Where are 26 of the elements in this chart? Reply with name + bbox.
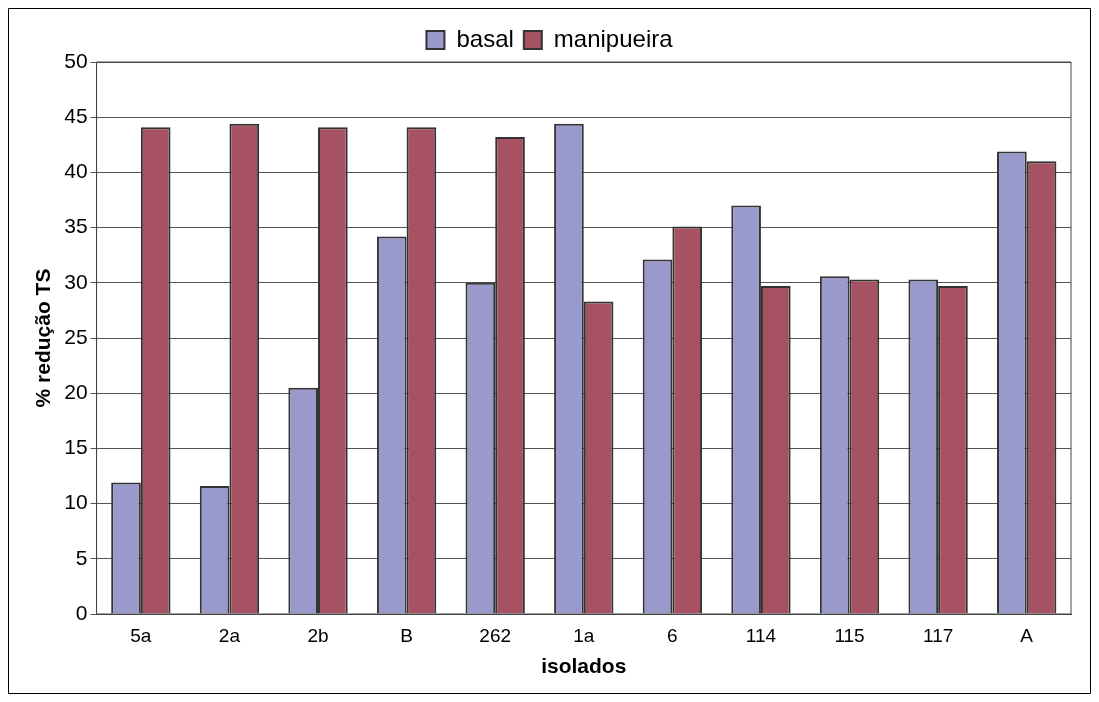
- x-tick-label: 5a: [130, 624, 152, 646]
- x-tick-label: 115: [834, 624, 865, 646]
- y-tick-label: 0: [75, 600, 88, 624]
- x-tick-label: 2b: [307, 624, 329, 646]
- x-tick-label: 6: [667, 624, 678, 646]
- y-tick-label: 30: [64, 269, 88, 293]
- x-tick-label: 114: [745, 624, 777, 646]
- x-tick-label: 2a: [218, 624, 241, 646]
- legend-label: basal: [456, 24, 514, 52]
- y-tick-label: 15: [64, 435, 88, 459]
- y-tick-label: 25: [64, 324, 88, 348]
- y-tick-label: 20: [64, 380, 88, 403]
- x-tick-label: 262: [479, 624, 512, 646]
- y-axis-title: % redução TS: [31, 268, 55, 408]
- y-tick-label: 35: [64, 214, 88, 238]
- y-tick-label: 45: [64, 104, 88, 127]
- x-axis-title: isolados: [541, 654, 627, 678]
- y-tick-label: 5: [75, 545, 88, 569]
- x-tick-label: A: [1020, 624, 1034, 646]
- x-tick-label: B: [400, 624, 413, 646]
- y-tick-label: 50: [64, 48, 88, 72]
- y-tick-label: 10: [64, 490, 88, 514]
- x-tick-label: 1a: [573, 624, 595, 646]
- legend-label: manipueira: [553, 24, 674, 52]
- x-tick-label: 117: [922, 624, 954, 646]
- y-tick-label: 40: [64, 159, 88, 183]
